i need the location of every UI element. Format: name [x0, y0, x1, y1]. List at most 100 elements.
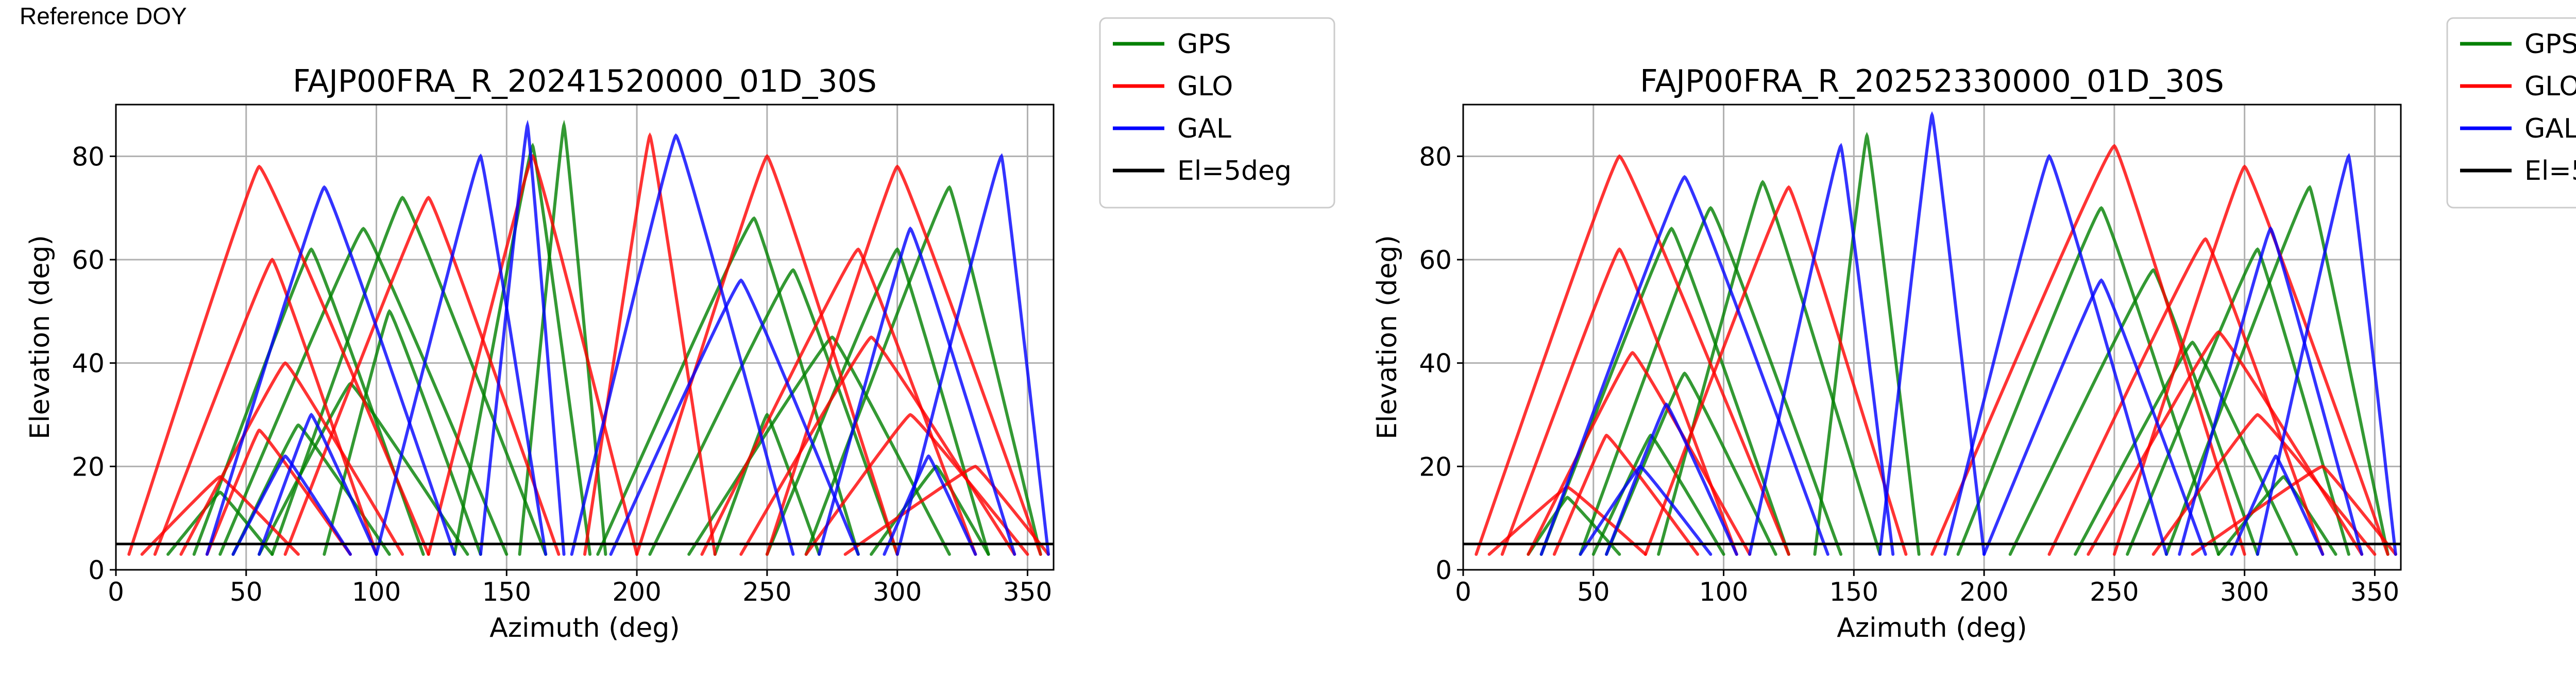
- track-gps: [2126, 247, 2350, 556]
- x-tick-label: 300: [2220, 577, 2269, 607]
- track-gal: [2230, 454, 2325, 556]
- series-gps: [1527, 131, 2389, 556]
- legend-label: GAL: [2524, 113, 2576, 144]
- plot-frame: [1462, 104, 2402, 571]
- track-glo: [2112, 164, 2389, 556]
- track-gps: [1579, 206, 1843, 556]
- series-tracks: [1475, 111, 2397, 556]
- track-glo: [2047, 237, 2325, 556]
- track-glo: [153, 258, 378, 556]
- track-glo: [739, 335, 1016, 556]
- y-tick-label: 40: [1419, 349, 1452, 379]
- track-gal: [2256, 152, 2397, 556]
- chart-panel-1: 0 50 100 150 200 250 300 350 0 20 40 60 80 Azimuth (d…: [25, 17, 1335, 643]
- y-tick-label: 60: [1419, 245, 1452, 275]
- legend-label: GPS: [2524, 29, 2576, 60]
- y-tick-label: 20: [72, 452, 105, 482]
- track-gps: [218, 227, 509, 556]
- track-glo: [2151, 413, 2377, 556]
- x-tick-label: 200: [1959, 577, 2008, 607]
- chart-panel-2: 0 50 100 150 200 250 300 350 0 20 40 60 80 Azimuth (d…: [1372, 17, 2576, 643]
- track-glo: [583, 132, 717, 556]
- track-gps: [453, 143, 592, 556]
- track-gal: [1982, 278, 2207, 556]
- track-gps: [2008, 268, 2259, 556]
- track-gal: [1943, 154, 2168, 556]
- track-gps: [648, 268, 899, 556]
- chart-title: FAJP00FRA_R_20241520000_01D_30S: [293, 63, 877, 99]
- track-glo: [700, 247, 977, 556]
- x-tick-label: 0: [1455, 577, 1471, 607]
- track-gal: [818, 226, 1016, 556]
- legend: GPS GLO GAL El=5deg: [2446, 17, 2576, 209]
- y-tick-label: 0: [1435, 555, 1452, 585]
- x-tick-label: 100: [352, 577, 401, 607]
- plot-frame: [115, 104, 1055, 571]
- track-glo: [1500, 247, 1738, 556]
- y-axis-label: Elevation (deg): [25, 235, 56, 439]
- track-glo: [427, 154, 639, 556]
- y-tick-label: 0: [88, 555, 105, 585]
- x-tick-label: 300: [873, 577, 922, 607]
- track-gps: [713, 413, 821, 556]
- track-glo: [179, 361, 404, 556]
- x-tick-label: 350: [1003, 577, 1052, 607]
- track-gal: [231, 454, 352, 556]
- legend: GPS GLO GAL El=5deg: [1099, 17, 1335, 209]
- reference-doy-label: Reference DOY: [20, 3, 187, 29]
- track-gal: [205, 185, 456, 556]
- x-tick-label: 50: [230, 577, 263, 607]
- x-tick-label: 50: [1577, 577, 1610, 607]
- legend-label: El=5deg: [1177, 156, 1292, 187]
- series-glo: [1475, 144, 2397, 556]
- track-gal: [1748, 143, 1895, 556]
- legend-label: GAL: [1177, 113, 1231, 144]
- y-tick-label: 60: [72, 245, 105, 275]
- x-axis-label: Azimuth (deg): [489, 613, 680, 643]
- track-gps: [596, 216, 860, 556]
- track-glo: [1643, 185, 1908, 556]
- legend-label: GPS: [1177, 29, 1231, 60]
- track-gal: [570, 133, 795, 556]
- series-tracks: [127, 120, 1050, 556]
- track-glo: [635, 154, 899, 556]
- track-gps: [1657, 180, 1882, 556]
- series-glo: [127, 132, 1050, 556]
- y-tick-label: 80: [72, 142, 105, 172]
- y-tick-label: 20: [1419, 452, 1452, 482]
- track-gps: [687, 335, 951, 556]
- x-tick-label: 250: [2090, 577, 2139, 607]
- track-gps: [1956, 206, 2221, 556]
- y-tick-label: 40: [72, 349, 105, 379]
- series-gal: [1539, 111, 2397, 556]
- track-gps: [518, 120, 607, 556]
- legend-label: GLO: [2524, 71, 2576, 102]
- track-gal: [609, 278, 860, 556]
- chart-title: FAJP00FRA_R_20252330000_01D_30S: [1640, 63, 2224, 99]
- track-gal: [1579, 464, 1713, 556]
- y-tick-label: 80: [1419, 142, 1452, 172]
- series-gal: [205, 120, 1050, 556]
- track-gal: [1878, 111, 1986, 556]
- x-tick-label: 100: [1699, 577, 1748, 607]
- track-gps: [2074, 340, 2298, 556]
- x-tick-label: 350: [2350, 577, 2399, 607]
- track-gps: [192, 247, 425, 556]
- track-gps: [1539, 226, 1790, 556]
- x-axis-label: Azimuth (deg): [1837, 613, 2027, 643]
- track-glo: [205, 428, 352, 556]
- track-glo: [765, 164, 1042, 556]
- x-tick-label: 150: [1829, 577, 1878, 607]
- track-gal: [479, 120, 566, 556]
- track-gal: [2178, 226, 2364, 556]
- track-glo: [1527, 351, 1752, 556]
- legend-frame: [1099, 17, 1335, 209]
- track-gal: [258, 413, 378, 556]
- track-gal: [375, 153, 548, 556]
- track-glo: [804, 413, 1029, 556]
- track-glo: [1475, 154, 1790, 556]
- track-glo: [283, 195, 561, 556]
- track-glo: [140, 475, 300, 556]
- series-gps: [166, 120, 1042, 556]
